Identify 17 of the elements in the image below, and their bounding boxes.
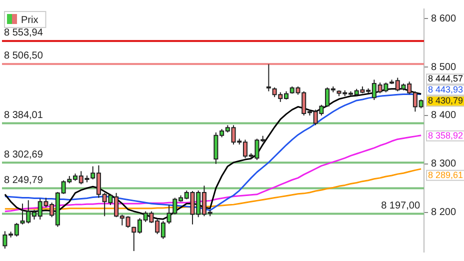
y-tick-label: 8 400 [431,110,456,122]
legend-label: Prix [21,14,38,26]
y-tick-label: 8 500 [431,62,456,73]
text: 8 444,57 [428,74,464,84]
text: 8 443,93 [428,84,464,95]
text: 8 289,61 [428,170,464,180]
ref-line-label: 8 553,94 [4,28,44,39]
ref-line-label: 8 197,00 [381,200,420,212]
ref-line-label: 8 249,79 [4,174,44,186]
y-tick-label: 8 300 [431,158,456,170]
text: 8 358,92 [428,130,464,140]
ref-line-label: 8 384,01 [4,110,44,121]
ref-line-label: 8 302,69 [4,149,44,160]
y-tick-label: 8 600 [431,13,456,24]
ref-line-label: 8 506,50 [4,50,44,62]
text: 8 430,79 [428,96,464,106]
y-tick-label: 8 200 [431,207,456,218]
